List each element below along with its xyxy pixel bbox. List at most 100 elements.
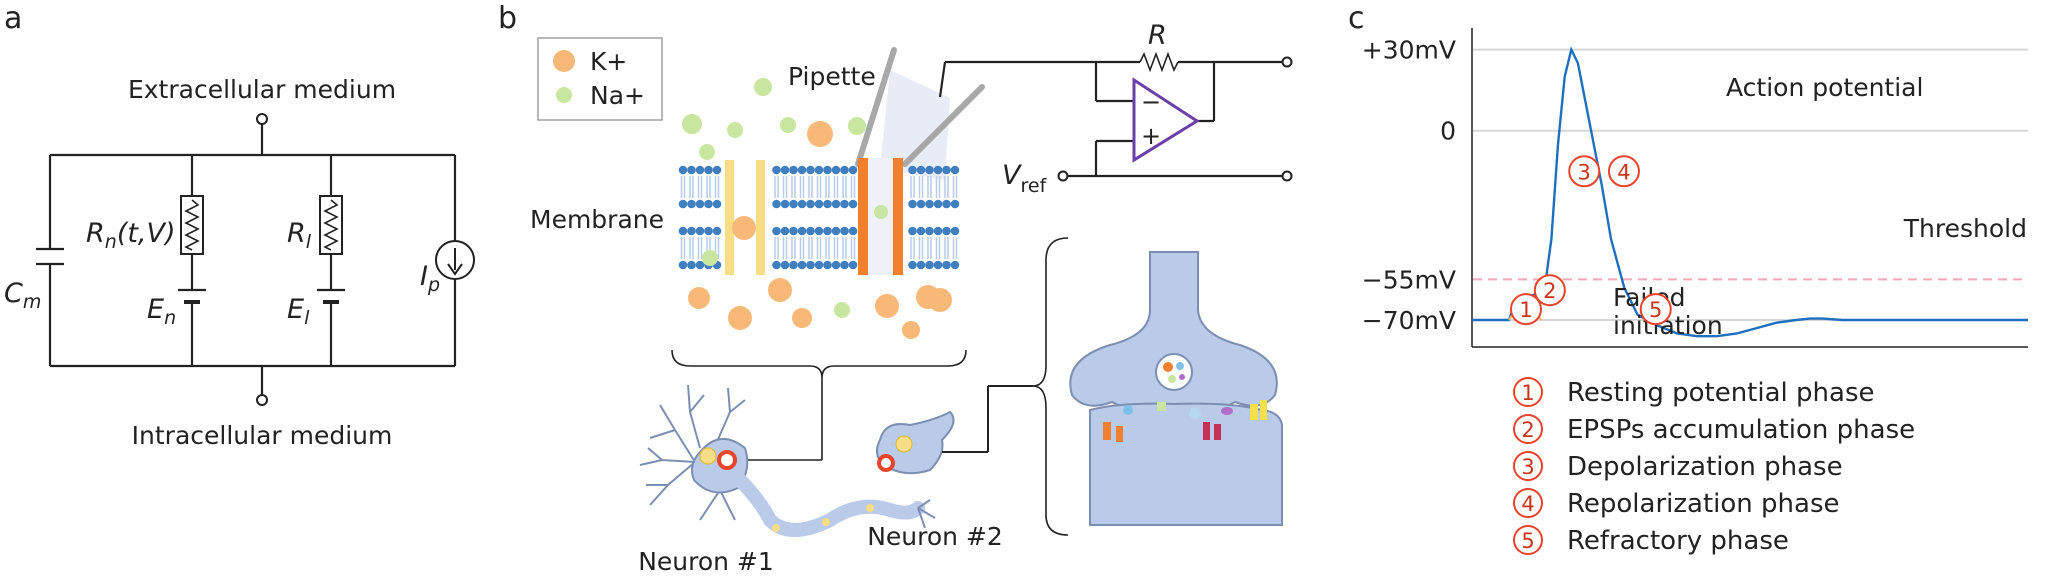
rn-label: Rn(t,V) [86, 218, 176, 253]
lipid-head [797, 165, 807, 175]
opamp-minus: − [1141, 88, 1161, 116]
lipid-head [772, 165, 781, 175]
svg-text:1: 1 [1521, 381, 1534, 405]
lipid-head [925, 226, 934, 236]
capacitor-cm [36, 247, 64, 266]
lipid-head [950, 165, 960, 175]
pump-left [858, 158, 868, 275]
svg-text:3: 3 [1521, 455, 1534, 479]
phase-marker-2: 2 [1533, 274, 1566, 307]
pipette [855, 47, 985, 180]
lipid-head [678, 226, 688, 236]
lipid-head [814, 226, 824, 236]
svg-text:1: 1 [1519, 298, 1532, 322]
k-ion-swatch [553, 50, 575, 72]
lipid-head [823, 199, 832, 209]
lipid-head [772, 199, 781, 209]
lipid-head [840, 199, 849, 209]
phase-markers: 12 3 4 5 [1510, 155, 1672, 326]
lipid-head [942, 226, 951, 236]
ion-legend: K+ Na+ [537, 37, 663, 121]
ip-label: Ip [420, 261, 440, 296]
k-ion-label: K+ [590, 47, 627, 76]
panel-b: b K+ Na+ Pipette Membrane [498, 1, 1293, 576]
phase-legend-number [1513, 488, 1543, 518]
phase-legend: 1 Resting potential phase 2 EPSPs accumulat… [1513, 377, 1915, 556]
phase-legend-item: 1 Resting potential phase [1513, 377, 1874, 408]
neuron2-label: Neuron #2 [867, 522, 1003, 551]
synaptic-vesicle [1155, 353, 1193, 391]
vref-label: Vref [1002, 160, 1048, 197]
lipid-head [712, 199, 722, 209]
lipid-head [806, 199, 815, 209]
lipid-head [695, 199, 705, 209]
current-source-ip [435, 240, 475, 280]
resistor-r-label: R [1148, 20, 1167, 51]
lipid-head [772, 260, 781, 270]
phase-legend-item: 4 Repolarization phase [1513, 488, 1839, 519]
postsynaptic-terminal [1089, 402, 1283, 526]
lipid-head [678, 260, 688, 270]
pump-right [893, 158, 903, 275]
lipid-head [695, 165, 705, 175]
lipid-head [704, 199, 713, 209]
intracellular-terminal [256, 394, 268, 406]
phase-legend-number [1513, 414, 1543, 444]
lipid-head [687, 260, 696, 270]
lipid-head [916, 226, 926, 236]
svg-text:5: 5 [1521, 529, 1534, 553]
phase-legend-label: Refractory phase [1567, 526, 1789, 556]
lipid-head [831, 165, 841, 175]
lipid-head [823, 165, 832, 175]
neuron-2 [875, 385, 1033, 475]
lipid-head [772, 226, 781, 236]
lipid-head [840, 165, 849, 175]
lipid-head [831, 260, 841, 270]
circuit-wires [48, 123, 457, 396]
phase-legend-number [1513, 451, 1543, 481]
lipid-head [831, 226, 841, 236]
lipid-head [933, 199, 943, 209]
phase-legend-number [1513, 377, 1543, 407]
lipid-head [831, 199, 841, 209]
battery-en [178, 288, 206, 304]
lipid-head [687, 226, 696, 236]
threshold-label: Threshold [1903, 214, 2027, 243]
lipid-head [678, 165, 688, 175]
lipid-head [814, 260, 824, 270]
ion-channel-left [725, 160, 734, 275]
lipid-head [814, 199, 824, 209]
lipid-head [908, 199, 917, 209]
lipid-head [806, 260, 815, 270]
phase-marker-3: 3 [1568, 155, 1601, 188]
lipid-head [916, 260, 926, 270]
y-tick-label: −70mV [1362, 306, 1456, 335]
lipid-head [908, 165, 917, 175]
lipid-head [950, 260, 960, 270]
svg-text:4: 4 [1521, 492, 1534, 516]
panel-label-c: c [1348, 1, 1365, 36]
phase-legend-label: EPSPs accumulation phase [1567, 415, 1915, 445]
lipid-head [789, 260, 798, 270]
phase-marker-5: 5 [1639, 293, 1672, 326]
lipid-head [712, 165, 722, 175]
en-label: En [147, 294, 176, 329]
phase-marker-1: 1 [1510, 293, 1542, 326]
lipid-head [678, 199, 688, 209]
el-label: El [287, 294, 310, 329]
lipid-head [916, 199, 926, 209]
action-potential-label: Action potential [1726, 73, 1923, 102]
lipid-head [789, 199, 798, 209]
lipid-head [823, 226, 832, 236]
resistor-rl [319, 195, 343, 255]
panel-a: a Extracellular medium Intracellular med… [4, 1, 475, 450]
amplifier-circuit: − + R Vref [938, 20, 1293, 197]
battery-el [317, 288, 345, 304]
y-tick-label: 0 [1440, 117, 1456, 146]
lipid-head [687, 165, 696, 175]
extracellular-terminal [256, 113, 268, 125]
lipid-head [789, 226, 798, 236]
rl-label: Rl [287, 218, 312, 253]
phase-legend-item: 5 Refractory phase [1513, 525, 1789, 556]
opamp-plus: + [1141, 122, 1161, 150]
